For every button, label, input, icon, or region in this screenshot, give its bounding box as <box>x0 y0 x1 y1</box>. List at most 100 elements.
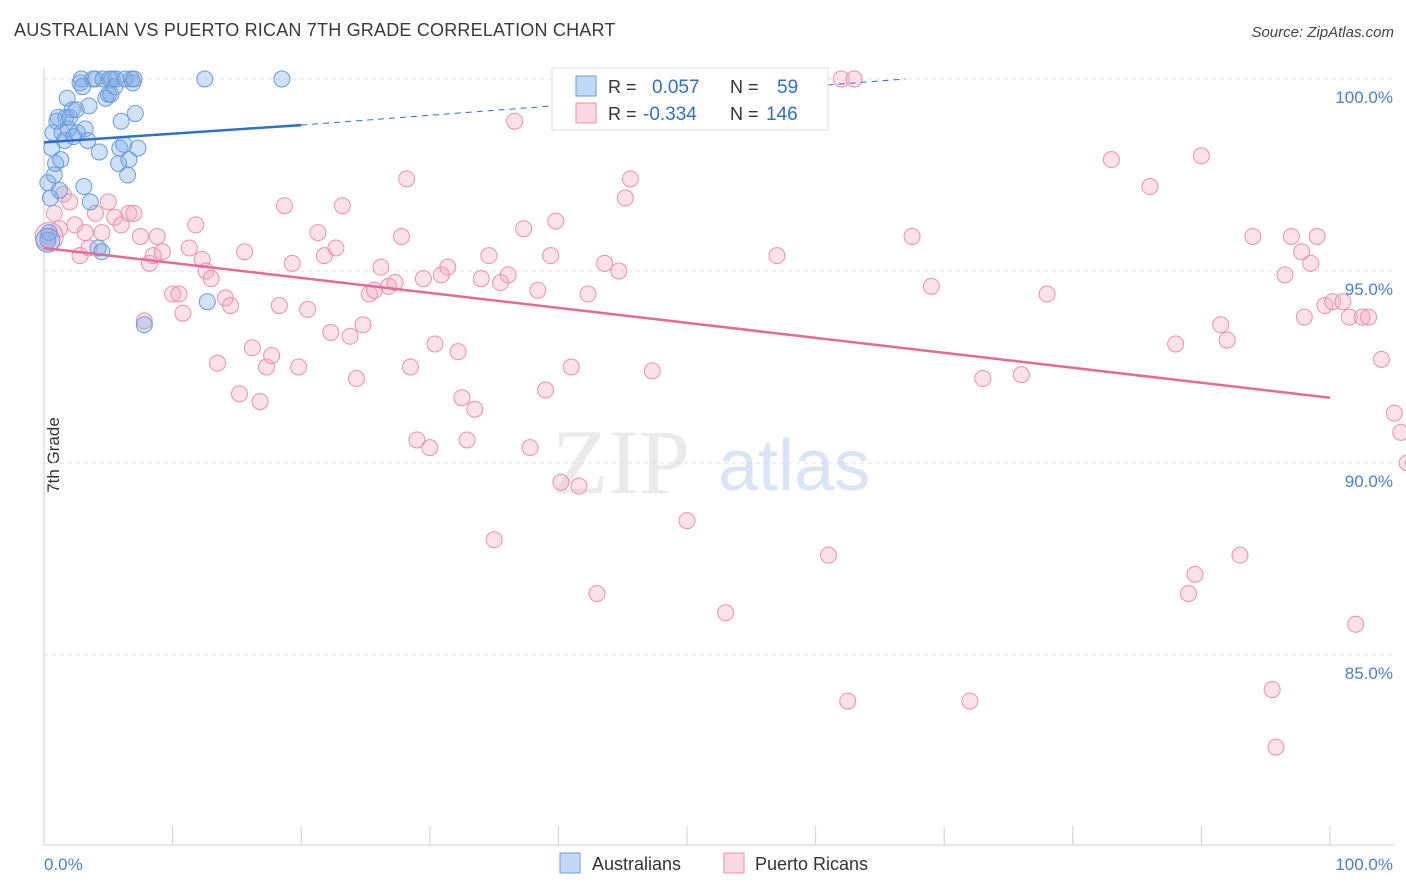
data-point <box>1372 350 1390 368</box>
data-point <box>398 170 416 188</box>
legend-stats: R = 0.057 N = 59 R = -0.334 N = 146 <box>551 67 829 131</box>
data-point <box>537 381 555 399</box>
data-point <box>107 70 125 88</box>
y-tick-label: 100.0% <box>1335 88 1393 107</box>
data-point <box>275 197 293 215</box>
data-point <box>283 254 301 272</box>
data-point <box>421 439 439 457</box>
data-point <box>1038 285 1056 303</box>
data-point <box>93 243 111 261</box>
data-point <box>552 473 570 491</box>
watermark-zip: ZIP <box>552 411 690 513</box>
legend-swatch-puerto-ricans <box>575 102 597 124</box>
data-point <box>596 254 614 272</box>
data-point <box>472 270 490 288</box>
data-point <box>80 97 98 115</box>
data-point <box>135 312 153 330</box>
data-point <box>515 220 533 238</box>
data-point <box>1212 316 1230 334</box>
data-point <box>402 358 420 376</box>
data-point <box>819 546 837 564</box>
watermark: ZIP atlas <box>552 411 870 513</box>
legend-r-value-australians: 0.057 <box>652 77 700 98</box>
data-point <box>170 285 188 303</box>
data-point <box>570 477 588 495</box>
data-point <box>341 327 359 345</box>
chart-source: Source: ZipAtlas.com <box>1251 24 1394 41</box>
data-point <box>678 512 696 530</box>
data-point <box>621 170 639 188</box>
data-point <box>327 239 345 257</box>
data-point <box>273 70 291 88</box>
data-point <box>76 224 94 242</box>
data-point <box>961 692 979 710</box>
data-point <box>1398 454 1406 472</box>
data-point <box>110 154 128 172</box>
legend-r-label-puerto-ricans: R = <box>608 104 637 124</box>
data-point <box>198 293 216 311</box>
data-point <box>1012 366 1030 384</box>
data-point <box>196 70 214 88</box>
data-point <box>45 204 63 222</box>
data-point <box>209 354 227 372</box>
legend-r-label-australians: R = <box>608 77 637 97</box>
data-point <box>1167 335 1185 353</box>
data-point <box>148 227 166 245</box>
legend-bottom-swatch-australians <box>559 852 581 874</box>
data-point <box>529 281 547 299</box>
axes <box>43 68 1394 846</box>
data-point <box>322 323 340 341</box>
x-tick-label-min: 0.0% <box>44 855 83 874</box>
data-point <box>579 285 597 303</box>
trend-line-australians-extension <box>301 78 906 126</box>
x-ticks <box>43 826 1331 845</box>
data-point <box>1302 254 1320 272</box>
data-point <box>485 531 503 549</box>
data-point <box>187 216 205 234</box>
data-point <box>480 247 498 265</box>
data-point <box>263 346 281 364</box>
data-point <box>1218 331 1236 349</box>
data-point <box>903 227 921 245</box>
data-point <box>174 304 192 322</box>
data-point <box>1353 308 1371 326</box>
data-point <box>93 224 111 242</box>
data-point <box>439 258 457 276</box>
x-tick-label-max: 100.0% <box>1335 855 1393 874</box>
data-point <box>120 151 138 169</box>
legend-stats-box <box>551 67 829 131</box>
data-point <box>52 151 70 169</box>
data-point <box>1293 243 1311 261</box>
data-point <box>347 370 365 388</box>
data-point <box>414 270 432 288</box>
data-point <box>832 70 850 88</box>
data-point <box>372 258 390 276</box>
data-point <box>243 339 261 357</box>
data-point <box>1180 585 1198 603</box>
trend-lines <box>43 78 1331 399</box>
data-point <box>333 197 351 215</box>
data-point <box>90 143 108 161</box>
data-point <box>126 105 144 123</box>
legend-n-label-australians: N = <box>730 77 759 97</box>
data-point <box>251 393 269 411</box>
data-point <box>1385 404 1403 422</box>
data-point <box>1244 227 1262 245</box>
data-point <box>1347 615 1365 633</box>
data-point <box>562 358 580 376</box>
data-point <box>61 193 79 211</box>
data-point <box>974 370 992 388</box>
data-point <box>153 243 171 261</box>
data-point <box>131 227 149 245</box>
data-point <box>125 204 143 222</box>
data-point <box>125 70 143 88</box>
legend-n-value-australians: 59 <box>777 77 798 98</box>
data-point <box>922 277 940 295</box>
data-point <box>466 400 484 418</box>
data-point <box>1360 308 1378 326</box>
data-point <box>426 335 444 353</box>
data-point <box>1186 565 1204 583</box>
legend-swatch-australians <box>575 75 597 97</box>
data-point <box>1267 738 1285 756</box>
